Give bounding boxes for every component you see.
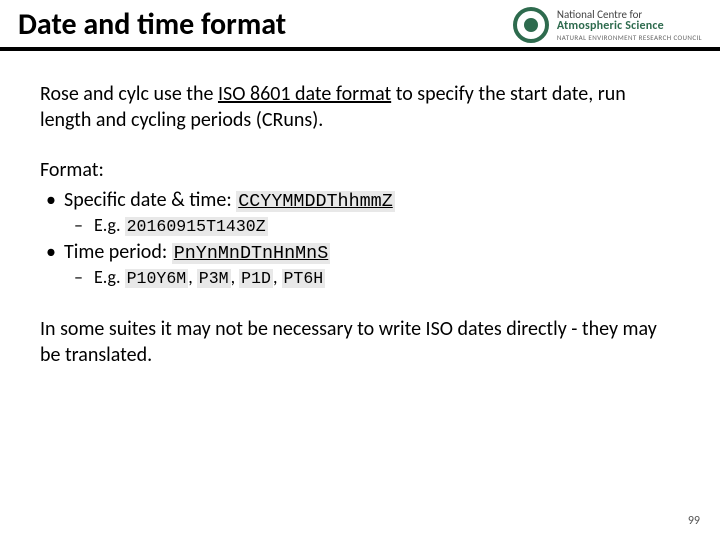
example-code: PT6H — [282, 269, 326, 288]
org-logo: National Centre for Atmospheric Science … — [513, 7, 702, 43]
page-number: 99 — [688, 514, 700, 528]
example-line: E.g. P10Y6M, P3M, P1D, PT6H — [94, 266, 680, 290]
item-label: Time period: — [64, 240, 172, 264]
item-code: CCYYMMDDThhmmZ — [236, 191, 395, 212]
item-code: PnYnMnDTnHnMnS — [172, 243, 331, 264]
intro-paragraph: Rose and cylc use the ISO 8601 date form… — [40, 81, 680, 133]
example-prefix: E.g. — [94, 266, 125, 288]
content: Rose and cylc use the ISO 8601 date form… — [0, 51, 720, 368]
list-item: Specific date & time: CCYYMMDDThhmmZ E.g… — [64, 187, 680, 237]
example-code: P10Y6M — [125, 269, 189, 288]
example-prefix: E.g. — [94, 214, 125, 236]
closing-paragraph: In some suites it may not be necessary t… — [40, 316, 680, 368]
example-code: P1D — [239, 269, 273, 288]
page-title: Date and time format — [18, 6, 286, 43]
format-label: Format: — [40, 157, 680, 183]
logo-line3: NATURAL ENVIRONMENT RESEARCH COUNCIL — [557, 34, 702, 41]
logo-text: National Centre for Atmospheric Science … — [557, 9, 702, 41]
list-item: Time period: PnYnMnDTnHnMnS E.g. P10Y6M,… — [64, 239, 680, 289]
format-list: Specific date & time: CCYYMMDDThhmmZ E.g… — [40, 187, 680, 290]
example-code: 20160915T1430Z — [125, 217, 268, 236]
logo-mark-icon — [513, 7, 549, 43]
logo-line2: Atmospheric Science — [557, 20, 702, 32]
slide: Date and time format National Centre for… — [0, 0, 720, 540]
example-line: E.g. 20160915T1430Z — [94, 214, 680, 238]
intro-pre: Rose and cylc use the — [40, 82, 218, 106]
header: Date and time format National Centre for… — [0, 0, 720, 51]
intro-link: ISO 8601 date format — [218, 82, 391, 106]
example-code: P3M — [197, 269, 231, 288]
item-label: Specific date & time: — [64, 188, 236, 212]
logo-line1: National Centre for — [557, 9, 702, 20]
